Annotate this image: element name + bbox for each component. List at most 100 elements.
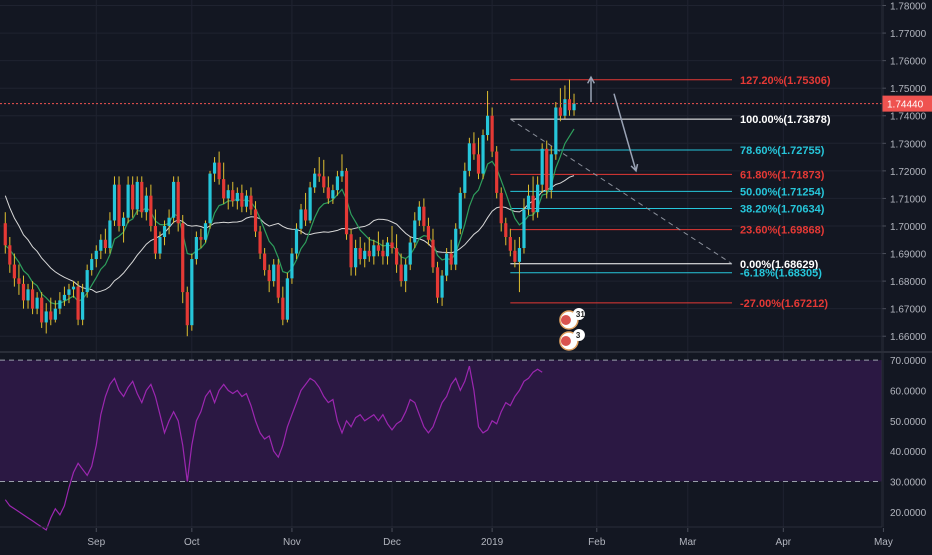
candle-bull [167,217,171,226]
candle-bear [476,154,481,174]
candle-bear [381,250,385,257]
candle-bull [99,239,103,251]
candle-bull [285,278,289,320]
candle-bear [231,190,235,202]
candle-bear [267,270,271,282]
candle-bull [208,173,212,224]
candle-bull [463,170,467,193]
candle-bull [372,245,376,257]
candle-bear [103,239,107,249]
time-tick-label: Apr [776,537,792,548]
fast-moving-average-line [4,128,575,305]
candle-bull [408,242,412,265]
candle-bull [458,192,462,229]
candle-bull [190,259,194,326]
candle-bear [399,264,403,282]
fib-level-label: 38.20%(1.70634) [740,204,825,216]
candle-bear [149,195,153,226]
candle-bull [572,103,576,111]
rsi-tick-label: 40.0000 [890,447,927,458]
candle-bull [413,220,417,243]
candle-bear [449,253,453,265]
candle-bull [135,181,139,210]
rsi-overbought-oversold-band [0,360,882,482]
candle-bear [249,195,253,210]
candle-bull [290,253,294,279]
candle-bear [21,283,26,301]
flag-icon [560,336,571,346]
candle-bull [540,148,544,185]
rsi-tick-label: 30.0000 [890,477,927,488]
candle-bull [44,311,48,323]
candle-bull [299,209,303,229]
candle-bull [35,297,39,309]
candle-bear [317,173,321,177]
candle-bull [108,220,112,249]
candle-bear [253,209,258,232]
time-tick-label: Dec [383,537,401,548]
arrow-shaft [613,93,637,172]
rsi-line [4,365,543,531]
candle-bull [172,181,176,218]
candle-bear [431,239,435,268]
candle-bear [140,181,144,213]
candle-bear [258,231,262,254]
candle-bear [276,264,280,298]
candle-bear [472,143,476,155]
candle-bull [81,292,85,320]
flag-icon [560,315,571,325]
time-tick-label: Mar [679,537,697,548]
candle-bull [203,223,208,240]
price-tick-label: 1.68000 [890,277,927,288]
candle-bear [76,286,80,320]
candle-bear [199,237,203,240]
candle-bear [217,162,221,180]
price-tick-label: 1.73000 [890,139,927,150]
candle-bull [522,209,526,249]
candle-bear [422,206,426,226]
candle-bull [526,195,531,210]
candle-bull [440,275,444,298]
price-tick-label: 1.77000 [890,29,927,40]
rsi-indicator [4,365,543,531]
candle-bull [313,173,317,188]
fib-level-label: 100.00%(1.73878) [740,114,831,126]
candle-bull [90,259,94,271]
candle-bear [394,248,399,265]
candle-bull [563,99,567,116]
fibonacci-retracement[interactable]: 127.20%(1.75306) 100.00%(1.73878) 78.60%(1… [510,75,831,310]
time-tick-label: Oct [184,537,200,548]
candle-bear [390,242,394,249]
candle-bull [335,176,340,191]
candle-bear [30,289,35,309]
candle-bull [162,225,167,238]
fib-trend-line [510,118,733,265]
moving-averages [4,128,575,305]
up-arrow-drawing [586,75,596,102]
candle-bull [126,184,130,218]
event-badge-count: 3 [576,331,581,340]
candle-bull [331,190,335,199]
candle-bull [62,294,67,301]
price-tick-label: 1.74000 [890,112,927,123]
candle-bull [67,289,71,295]
price-tick-label: 1.78000 [890,2,927,13]
candles [3,79,576,337]
candle-bear [8,245,12,265]
event-badge[interactable]: 3 [559,329,585,351]
candle-bull [404,264,408,282]
candle-bear [504,223,508,238]
candle-bear [490,115,494,152]
price-tick-label: 1.67000 [890,305,927,316]
candle-bear [240,192,244,207]
candle-bear [358,248,362,260]
drawings: 1.74440 31 3 [0,75,932,351]
candle-bear [531,195,535,213]
price-tick-label: 1.69000 [890,250,927,261]
candle-bear [344,170,349,235]
candle-bear [40,297,44,323]
event-badge[interactable]: 31 [559,308,585,330]
candle-bull [244,195,249,207]
candle-bear [322,176,326,188]
